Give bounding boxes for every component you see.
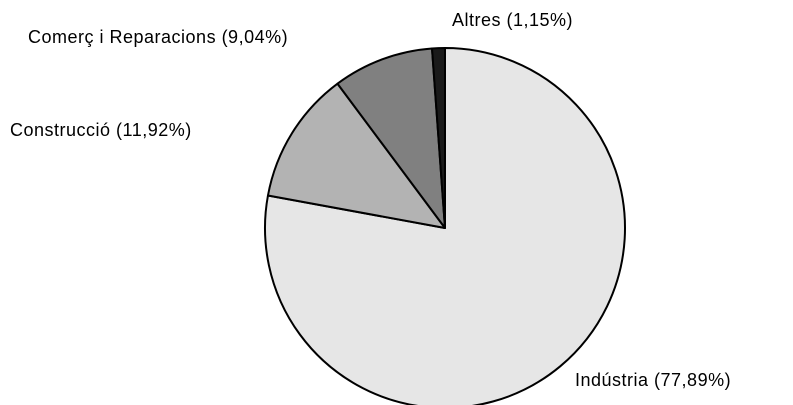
pie-slice xyxy=(431,47,446,229)
pie-slice xyxy=(266,82,446,229)
slice-label: Altres (1,15%) xyxy=(452,10,573,30)
slice-label: Indústria (77,89%) xyxy=(575,370,731,390)
pie-slice xyxy=(264,47,626,405)
slice-label: Comerç i Reparacions (9,04%) xyxy=(28,27,288,47)
slice-label: Construcció (11,92%) xyxy=(10,120,192,140)
pie-slice xyxy=(336,47,446,229)
